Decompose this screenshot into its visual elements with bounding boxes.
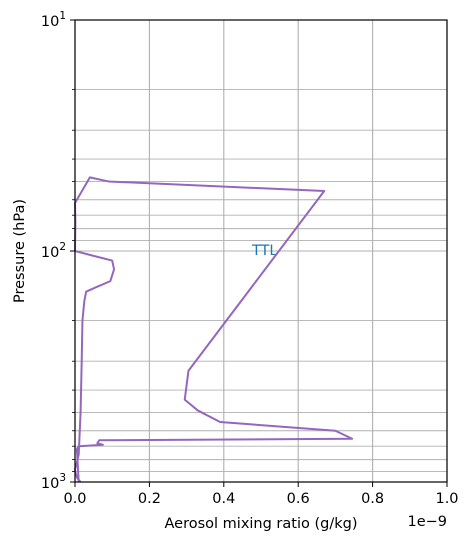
band-layer: TTL bbox=[251, 243, 278, 259]
x-tick-label: 0.2 bbox=[138, 491, 161, 507]
y-tick-label: 103 bbox=[41, 472, 66, 492]
y-tick-label-base: 10 bbox=[41, 476, 59, 492]
x-tick-label: 0.6 bbox=[287, 491, 310, 507]
x-tick-label: 1.0 bbox=[435, 491, 458, 507]
label-layer: Aerosol mixing ratio (g/kg) Pressure (hP… bbox=[12, 199, 447, 532]
x-axis-label: Aerosol mixing ratio (g/kg) bbox=[165, 516, 358, 532]
y-tick-label-base: 10 bbox=[41, 14, 59, 30]
y-tick-label: 102 bbox=[41, 241, 66, 261]
ttl-band-label: TTL bbox=[251, 243, 278, 259]
y-tick-label-exponent: 2 bbox=[59, 241, 66, 253]
y-axis-label: Pressure (hPa) bbox=[12, 199, 28, 303]
y-tick-label-exponent: 1 bbox=[59, 10, 66, 22]
x-tick-label: 0.0 bbox=[63, 491, 86, 507]
y-tick-label-exponent: 3 bbox=[59, 472, 66, 484]
x-tick-label: 0.8 bbox=[361, 491, 384, 507]
x-axis-offset-label: 1e−9 bbox=[407, 514, 447, 530]
series-layer bbox=[74, 176, 354, 483]
x-tick-label: 0.4 bbox=[212, 491, 235, 507]
series-line bbox=[74, 176, 354, 483]
y-tick-label: 101 bbox=[41, 10, 66, 30]
y-tick-label-base: 10 bbox=[41, 245, 59, 261]
